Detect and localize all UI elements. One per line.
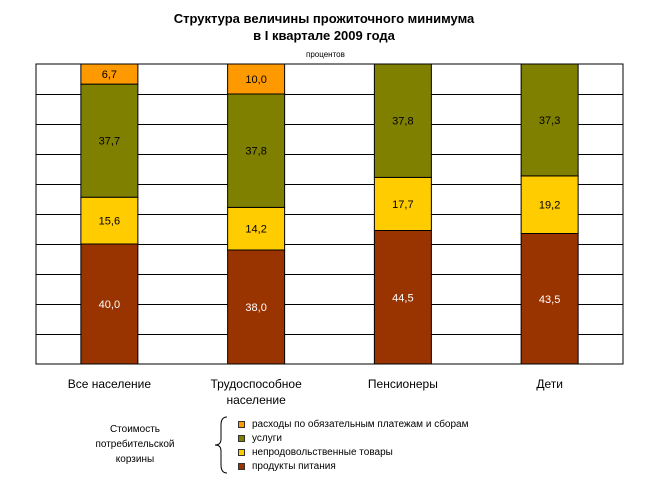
bar-segment — [227, 206, 286, 251]
data-label: 14,2 — [245, 224, 266, 236]
legend-group-label-line: потребительской — [95, 439, 175, 450]
legend-group-label-line: Стоимость — [109, 424, 161, 435]
category-label: Пенсионеры — [323, 376, 483, 392]
legend-group-label-line: корзины — [115, 454, 155, 465]
bar-segment — [373, 230, 432, 365]
chart-subtitle: в I квартале 2009 года — [253, 28, 395, 43]
bar-segment — [227, 93, 286, 208]
data-label: 37,3 — [539, 115, 560, 127]
legend-label: услуги — [252, 433, 282, 444]
chart-title-block: Структура величины прожиточного минимума… — [0, 10, 648, 44]
data-label: 6,7 — [102, 69, 117, 81]
chart-title: Структура величины прожиточного минимума — [173, 11, 475, 26]
bar-segment — [80, 63, 139, 85]
data-label: 43,5 — [539, 294, 560, 306]
data-label: 37,8 — [392, 116, 413, 128]
legend-swatch — [238, 463, 245, 470]
legend-label: расходы по обязательным платежам и сбора… — [252, 419, 469, 430]
bar-segment — [373, 176, 432, 231]
bar-segment — [80, 243, 139, 365]
category-label-line: Пенсионеры — [367, 377, 438, 391]
data-label: 15,6 — [99, 216, 120, 228]
legend-swatch — [238, 435, 245, 442]
legend-brace-icon — [214, 416, 228, 474]
legend-swatch — [238, 421, 245, 428]
data-label: 17,7 — [392, 199, 413, 211]
data-label: 10,0 — [245, 74, 266, 86]
legend-label: продукты питания — [252, 461, 336, 472]
data-label: 40,0 — [99, 299, 120, 311]
category-label-line: Трудоспособное — [210, 377, 302, 391]
bar-segment — [227, 63, 286, 95]
legend-label: непродовольственные товары — [252, 447, 393, 458]
category-label: Дети — [470, 376, 630, 392]
data-label: 37,8 — [245, 146, 266, 158]
bar-segment — [80, 196, 139, 245]
category-label: Трудоспособное население — [176, 376, 336, 408]
units-label: процентов — [306, 50, 345, 59]
category-label: Все население — [29, 376, 189, 392]
bar-segment — [520, 175, 579, 234]
legend-swatch — [238, 449, 245, 456]
bar-segment — [520, 63, 579, 177]
data-label: 19,2 — [539, 200, 560, 212]
category-label-line: Дети — [536, 377, 563, 391]
data-label: 37,7 — [99, 136, 120, 148]
category-label-line: население — [226, 393, 286, 407]
category-label-line: Все население — [67, 377, 152, 391]
bar-segment — [373, 63, 432, 178]
data-label: 44,5 — [392, 292, 413, 304]
bar-segment — [227, 249, 286, 365]
legend-group-label: Стоимость потребительской корзины — [60, 422, 210, 467]
data-label: 38,0 — [245, 302, 266, 314]
bar-segment — [80, 83, 139, 198]
bar-segment — [520, 233, 579, 365]
